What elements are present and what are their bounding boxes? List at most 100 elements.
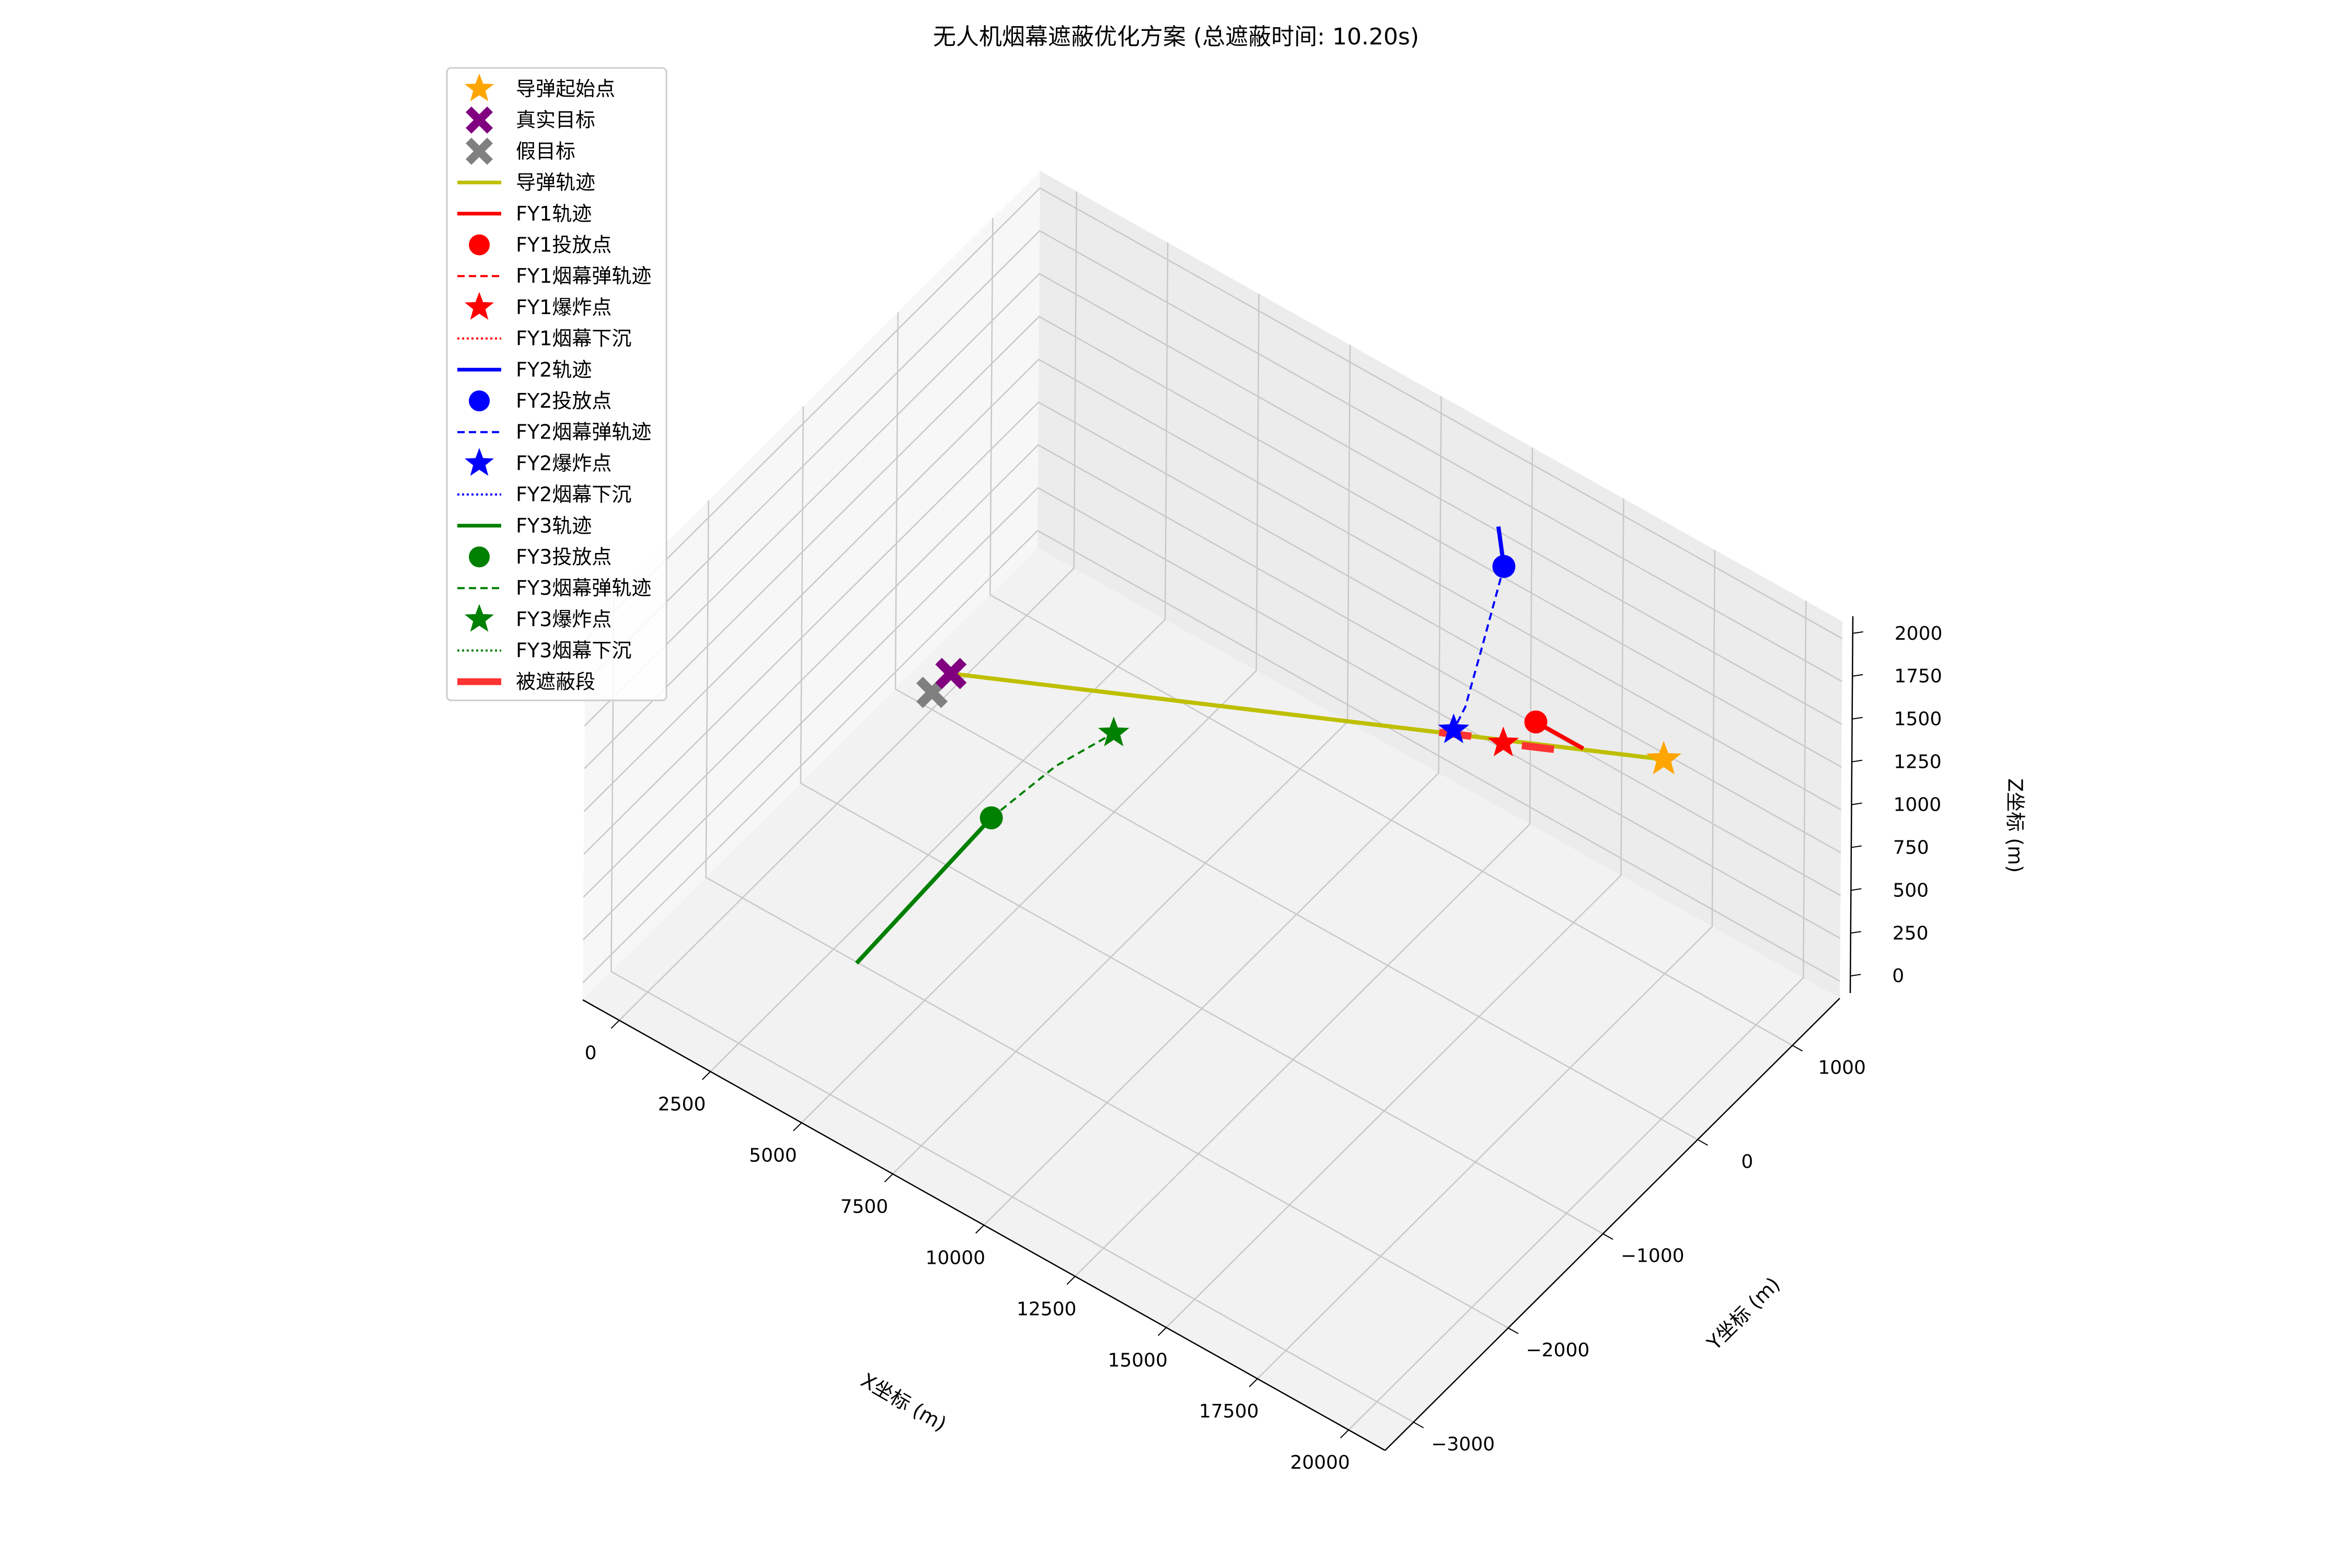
x-tick-mark [610,1020,620,1029]
legend-label: FY3轨迹 [516,514,592,537]
legend-star-icon [465,73,494,101]
z-tick-label: 500 [1893,880,1929,901]
z-tick-mark [1850,931,1861,934]
grid-lines [582,187,1843,1431]
y-grid-line [610,594,1414,1423]
y-grid-line [989,218,1793,1046]
legend-star-icon [465,292,494,320]
x-grid-line [710,243,1169,1073]
x-tick-label: 10000 [926,1247,986,1269]
z-tick-mark [1852,717,1863,720]
x-grid-line [1075,447,1534,1277]
legend-entry: FY3投放点 [469,546,612,569]
z-tick-mark [1852,674,1863,677]
y-tick-label: −1000 [1621,1246,1685,1267]
z-tick-label: 2000 [1895,623,1943,644]
z-tick-label: 1000 [1894,794,1942,816]
legend-entry: FY1爆炸点 [465,292,612,320]
y-tick-mark [1792,1045,1803,1052]
y-tick-mark [1508,1327,1519,1334]
y-tick-mark [1602,1233,1613,1240]
z-tick-label: 250 [1893,923,1929,944]
fy3-explode-point [1098,717,1129,746]
legend-label: 导弹起始点 [516,77,615,100]
legend-label: 真实目标 [516,109,595,132]
x-axis-label: X坐标 (m) [857,1368,951,1435]
z-axis-label: Z坐标 (m) [2004,778,2027,873]
z-tick-label: 1250 [1894,752,1942,773]
x-tick-mark [1249,1378,1258,1388]
legend-star-icon [465,447,494,476]
legend-label: 假目标 [516,140,575,163]
z-tick-label: 0 [1892,965,1904,987]
x-tick-label: 15000 [1108,1350,1168,1371]
tick-labels: 02500500075001000012500150001750020000−3… [585,623,1943,1473]
y-tick-label: 1000 [1818,1057,1866,1078]
legend-label: FY2轨迹 [516,358,592,381]
legend-x-icon [466,106,493,134]
legend-entry: 假目标 [466,137,575,165]
y-grid-line [800,406,1604,1235]
covered-segment [1521,742,1554,753]
legend-entry: FY3轨迹 [457,514,592,537]
y-axis-line [1385,998,1840,1451]
y-tick-mark [1413,1422,1424,1428]
y-tick-label: −2000 [1526,1340,1589,1361]
legend-label: FY3投放点 [516,546,612,569]
legend-circle-icon [469,546,490,568]
legend-entry: FY2烟幕弹轨迹 [457,421,651,444]
legend-label: 被遮蔽段 [516,670,595,693]
z-grid-line [582,529,1840,984]
z-grid-line [584,187,1843,641]
z-grid-line [584,273,1842,727]
legend-frame [446,67,667,701]
x-tick-label: 17500 [1199,1401,1259,1422]
legend-entry: FY1投放点 [469,234,612,257]
legend-entry: FY2投放点 [469,389,612,412]
y-grid-line [705,500,1509,1329]
legend-entry: FY1烟幕弹轨迹 [457,264,651,287]
x-grid-line [1348,601,1807,1431]
legend-label: FY1烟幕下沉 [516,327,631,350]
legend-label: FY2投放点 [516,389,612,412]
legend-entry: FY1轨迹 [457,202,592,225]
plot-series [855,526,1681,965]
chart-title: 无人机烟幕遮蔽优化方案 (总遮蔽时间: 10.20s) [933,24,1419,50]
y-grid-line [894,312,1698,1140]
z-grid-line [584,316,1842,769]
z-tick-mark [1851,845,1862,848]
missile-start-point [1646,741,1681,775]
y-tick-label: 0 [1741,1151,1753,1172]
z-tick-label: 750 [1893,837,1929,858]
x-tick-mark [1066,1276,1076,1285]
z-tick-mark [1851,802,1862,805]
fy3-release-point [979,806,1003,829]
real-target-marker [935,658,967,689]
z-tick-mark [1851,888,1862,891]
legend-circle-icon [469,390,490,411]
x-tick-label: 20000 [1290,1452,1350,1473]
legend-entry: 真实目标 [466,106,595,134]
x-tick-label: 0 [585,1043,597,1064]
legend-entry: 导弹轨迹 [457,171,595,194]
legend-x-icon [466,137,493,165]
y-axis-label: Y坐标 (m) [1702,1273,1785,1355]
legend-entry: FY3爆炸点 [465,604,612,632]
legend-label: FY3烟幕弹轨迹 [516,577,651,599]
z-grid-line [584,230,1842,684]
z-grid-line [582,487,1841,941]
legend-label: FY2爆炸点 [516,452,612,475]
legend-label: FY3爆炸点 [516,608,612,631]
z-grid-line [583,444,1841,898]
legend-entry: FY3烟幕弹轨迹 [457,577,651,599]
x-grid-line [1256,549,1716,1379]
legend-entry: FY2爆炸点 [465,447,612,476]
legend-label: FY3烟幕下沉 [516,639,631,662]
fy1-explode-point [1488,727,1519,756]
fy1-release-point [1524,710,1548,734]
legend-entry: FY2轨迹 [457,358,592,381]
z-tick-mark [1852,631,1863,634]
fy3-smoke-trajectory [990,732,1114,819]
x-tick-label: 12500 [1017,1298,1077,1320]
